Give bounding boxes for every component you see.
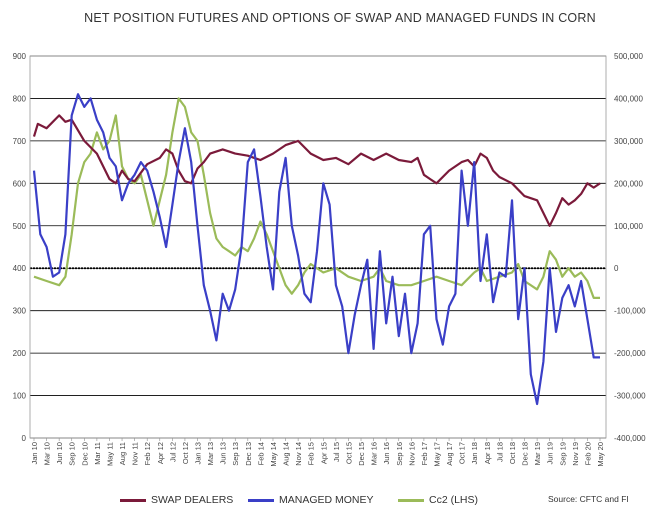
legend-item-managed-money: MANAGED MONEY bbox=[248, 494, 374, 506]
legend-label-cc2: Cc2 (LHS) bbox=[429, 494, 479, 506]
x-tick-label-2: Jun 10 bbox=[55, 442, 64, 465]
left-tick-label-9: 900 bbox=[13, 52, 27, 61]
x-tick-label-27: Mar 16 bbox=[370, 442, 379, 465]
x-tick-label-12: Oct 12 bbox=[181, 442, 190, 464]
legend-item-cc2: Cc2 (LHS) bbox=[398, 494, 478, 506]
x-tick-label-20: Aug 14 bbox=[282, 442, 291, 466]
x-tick-label-4: Dec 10 bbox=[80, 442, 89, 466]
x-tick-label-23: Apr 15 bbox=[319, 442, 328, 464]
x-tick-label-32: May 17 bbox=[432, 442, 441, 467]
x-tick-label-45: May 20 bbox=[596, 442, 605, 467]
left-tick-label-0: 0 bbox=[22, 434, 27, 443]
x-tick-label-36: Apr 18 bbox=[483, 442, 492, 464]
x-tick-label-17: Dec 13 bbox=[244, 442, 253, 466]
x-tick-label-24: Jul 15 bbox=[332, 442, 341, 462]
right-tick-label-9: 500,000 bbox=[614, 52, 643, 61]
series-lines bbox=[32, 93, 601, 406]
plot-frame bbox=[29, 55, 607, 439]
x-tick-label-18: Feb 14 bbox=[256, 442, 265, 465]
legend-swatch-cc2 bbox=[398, 498, 424, 502]
right-tick-label-1: -300,000 bbox=[614, 392, 646, 401]
legend: SWAP DEALERS MANAGED MONEY Cc2 (LHS) bbox=[120, 490, 540, 512]
x-tick-label-35: Jan 18 bbox=[470, 442, 479, 465]
x-tick-label-1: Mar 10 bbox=[43, 442, 52, 465]
left-tick-label-4: 400 bbox=[13, 264, 27, 273]
x-tick-label-15: Jun 13 bbox=[219, 442, 228, 465]
x-tick-label-43: Nov 19 bbox=[571, 442, 580, 466]
x-tick-label-37: Jul 18 bbox=[495, 442, 504, 462]
chart-title: NET POSITION FUTURES AND OPTIONS OF SWAP… bbox=[84, 11, 596, 25]
x-tick-label-11: Jul 12 bbox=[168, 442, 177, 462]
series-line-swap-dealers bbox=[32, 114, 601, 227]
source-note: Source: CFTC and FI bbox=[548, 494, 629, 504]
x-tick-label-6: May 11 bbox=[105, 442, 114, 466]
left-axis-ticks: 0 100 200 300 400 500 600 700 800 900 bbox=[13, 52, 27, 443]
right-axis-ticks: -400,000 -300,000 -200,000 -100,000 0 100,000… bbox=[614, 52, 646, 443]
left-tick-label-7: 700 bbox=[13, 137, 27, 146]
right-tick-label-5: 100,000 bbox=[614, 222, 643, 231]
right-tick-label-7: 300,000 bbox=[614, 137, 643, 146]
x-axis-ticks: Jan 10 Mar 10 Jun 10 Sep 10 Dec 10 Mar 11 May … bbox=[30, 438, 605, 467]
right-tick-label-6: 200,000 bbox=[614, 179, 643, 188]
x-tick-label-26: Dec 15 bbox=[357, 442, 366, 466]
x-tick-label-42: Sep 19 bbox=[558, 442, 567, 466]
left-tick-label-2: 200 bbox=[13, 349, 27, 358]
right-tick-label-0: -400,000 bbox=[614, 434, 646, 443]
legend-label-managed-money: MANAGED MONEY bbox=[279, 494, 374, 506]
x-tick-label-33: Aug 17 bbox=[445, 442, 454, 466]
x-tick-label-3: Sep 10 bbox=[68, 442, 77, 466]
x-tick-label-13: Jan 13 bbox=[194, 442, 203, 465]
x-tick-label-38: Oct 18 bbox=[508, 442, 517, 464]
x-tick-label-28: Jun 16 bbox=[382, 442, 391, 465]
left-tick-label-3: 300 bbox=[13, 307, 27, 316]
x-tick-label-25: Oct 15 bbox=[344, 442, 353, 464]
series-line-managed-money bbox=[32, 93, 600, 406]
right-tick-label-2: -200,000 bbox=[614, 349, 646, 358]
x-tick-label-22: Feb 15 bbox=[307, 442, 316, 465]
left-tick-label-6: 600 bbox=[13, 179, 27, 188]
x-tick-label-30: Nov 16 bbox=[407, 442, 416, 466]
series-line-cc2-lhs bbox=[33, 97, 600, 299]
legend-swatch-managed-money bbox=[248, 498, 274, 502]
legend-swatch-swap-dealers bbox=[120, 498, 146, 502]
x-tick-label-10: Apr 12 bbox=[156, 442, 165, 464]
right-tick-label-8: 400,000 bbox=[614, 94, 643, 103]
x-tick-label-21: Nov 14 bbox=[294, 442, 303, 466]
x-tick-label-8: Nov 11 bbox=[131, 442, 140, 465]
x-tick-label-39: Dec 18 bbox=[521, 442, 530, 466]
x-tick-label-16: Sep 13 bbox=[231, 442, 240, 466]
x-tick-label-29: Sep 16 bbox=[395, 442, 404, 466]
x-tick-label-40: Mar 19 bbox=[533, 442, 542, 465]
right-tick-label-3: -100,000 bbox=[614, 307, 646, 316]
left-tick-label-1: 100 bbox=[13, 392, 27, 401]
legend-label-swap-dealers: SWAP DEALERS bbox=[151, 494, 234, 506]
left-tick-label-8: 800 bbox=[13, 94, 27, 103]
x-tick-label-41: Jun 19 bbox=[546, 442, 555, 465]
x-tick-label-14: Mar 13 bbox=[206, 442, 215, 465]
x-tick-label-19: May 14 bbox=[269, 442, 278, 467]
x-tick-label-9: Feb 12 bbox=[143, 442, 152, 465]
x-tick-label-5: Mar 11 bbox=[93, 442, 102, 465]
x-tick-label-44: Feb 20 bbox=[583, 442, 592, 465]
left-tick-label-5: 500 bbox=[13, 222, 27, 231]
x-tick-label-7: Aug 11 bbox=[118, 442, 127, 465]
legend-item-swap-dealers: SWAP DEALERS bbox=[120, 494, 233, 506]
x-tick-label-31: Feb 17 bbox=[420, 442, 429, 465]
x-tick-label-34: Oct 17 bbox=[458, 442, 467, 464]
x-tick-label-0: Jan 10 bbox=[30, 442, 39, 465]
right-tick-label-4: 0 bbox=[614, 264, 619, 273]
